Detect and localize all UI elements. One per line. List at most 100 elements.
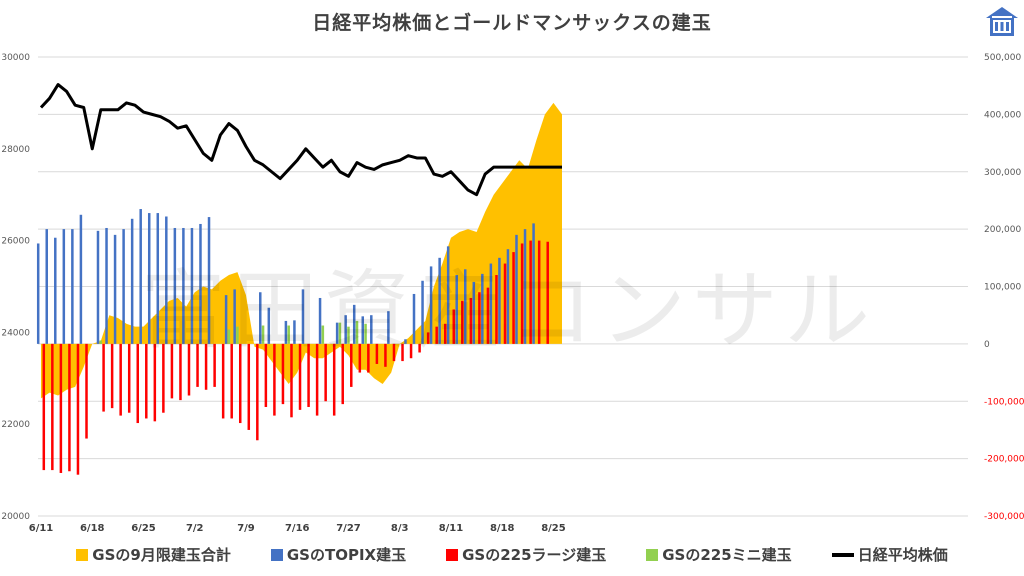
bar-225-large (85, 343, 88, 439)
bar-225-large (204, 343, 208, 390)
right-axis-tick-label: -300,000 (984, 512, 1024, 522)
bar-topix (438, 257, 441, 344)
bar-topix (515, 234, 518, 344)
bar-225-large (290, 343, 293, 418)
bar-225-large (179, 343, 182, 401)
bar-topix (224, 295, 228, 344)
bar-topix (36, 243, 40, 344)
bar-topix (182, 227, 185, 344)
bar-topix (139, 209, 142, 344)
bar-225-mini (236, 326, 239, 344)
bar-topix (335, 322, 339, 344)
bar-topix (344, 315, 347, 344)
bar-topix (429, 266, 433, 344)
legend-item-area: GSの9月限建玉合計 (76, 544, 231, 565)
bar-topix (318, 297, 322, 344)
x-axis-tick-label: 7/9 (237, 523, 255, 534)
bar-225-large (486, 287, 490, 344)
legend-item-nikkei: 日経平均株価 (831, 544, 948, 565)
legend-swatch-area (76, 548, 89, 561)
x-axis-tick-label: 7/2 (186, 523, 204, 534)
bar-225-mini (347, 326, 350, 344)
bar-225-large (435, 326, 438, 344)
legend-label-mini225: GSの225ミニ建玉 (662, 546, 792, 564)
bar-225-large (307, 343, 310, 407)
bar-225-large (145, 343, 148, 419)
bar-225-large (230, 343, 233, 419)
bar-topix (113, 234, 117, 344)
bar-225-large (367, 343, 370, 373)
bar-225-mini (355, 320, 359, 344)
right-axis-tick-label: -100,000 (984, 397, 1024, 407)
x-axis-tick-label: 7/16 (285, 523, 310, 534)
series-line-nikkei (39, 83, 562, 197)
right-axis-tick-label: 200,000 (984, 225, 1021, 235)
bar-225-large (238, 343, 242, 424)
x-axis-tick-label: 6/25 (131, 523, 156, 534)
chart-title: 日経平均株価とゴールドマンサックスの建玉 (312, 12, 712, 34)
bar-225-large (187, 343, 191, 396)
bar-225-large (298, 343, 302, 410)
x-axis-tick-label: 8/18 (490, 523, 515, 534)
bar-225-mini (321, 325, 325, 344)
bar-topix (71, 229, 74, 344)
bar-225-mini (364, 323, 367, 344)
bar-225-large (443, 323, 447, 344)
bar-topix (498, 257, 501, 344)
bar-225-large (247, 343, 251, 430)
left-axis-tick-label: 20000 (1, 512, 30, 522)
bar-225-large (324, 343, 327, 402)
bar-225-large (51, 343, 54, 471)
x-axis-tick-label: 6/18 (80, 523, 105, 534)
bar-225-large (196, 343, 199, 387)
bar-topix (105, 227, 108, 344)
bar-topix (96, 230, 100, 344)
bar-topix (190, 227, 194, 344)
bar-225-large (136, 343, 140, 424)
bar-225-large (170, 343, 174, 399)
bar-topix (165, 216, 168, 344)
bar-225-large (426, 332, 430, 344)
left-axis-tick-label: 22000 (1, 420, 30, 430)
bar-topix (352, 304, 356, 344)
bar-225-large (273, 343, 276, 416)
bar-225-mini (338, 322, 342, 344)
x-axis-tick-label: 8/11 (439, 523, 464, 534)
bar-225-large (392, 343, 396, 362)
bar-225-large (42, 343, 46, 471)
bar-225-large (529, 240, 532, 344)
right-axis-tick-label: 0 (984, 340, 990, 350)
bar-225-large (102, 343, 105, 412)
bar-topix (463, 269, 467, 344)
bar-topix (472, 281, 476, 344)
bar-225-large (409, 343, 413, 359)
bar-topix (79, 214, 83, 344)
bar-topix (455, 275, 458, 344)
bar-225-large (478, 292, 481, 344)
bar-topix (207, 217, 211, 344)
legend-label-nikkei: 日経平均株価 (857, 546, 948, 564)
right-axis-tick-label: 300,000 (984, 168, 1021, 178)
bar-topix (259, 292, 262, 344)
bar-225-large (221, 343, 225, 419)
legend-label-topix: GSのTOPIX建玉 (286, 546, 407, 564)
bar-225-large (341, 343, 344, 405)
left-axis-tick-label: 24000 (1, 328, 30, 338)
bar-225-mini (99, 340, 103, 344)
bar-225-large (264, 343, 268, 407)
bar-topix (147, 213, 151, 344)
bar-225-large (119, 343, 122, 416)
legend-swatch-mini225 (646, 548, 659, 561)
bar-225-mini (287, 325, 290, 344)
bar-225-large (401, 343, 404, 362)
legend-item-mini225: GSの225ミニ建玉 (646, 544, 792, 565)
bar-225-large (256, 343, 259, 441)
right-axis-tick-label: 100,000 (984, 283, 1021, 293)
bar-225-large (315, 343, 319, 416)
bar-topix (404, 339, 407, 344)
bar-topix (532, 223, 535, 344)
right-axis-tick-label: -200,000 (984, 455, 1024, 465)
legend-item-large225: GSの225ラージ建玉 (446, 544, 606, 565)
bar-225-large (461, 300, 464, 344)
bar-topix (412, 293, 416, 344)
